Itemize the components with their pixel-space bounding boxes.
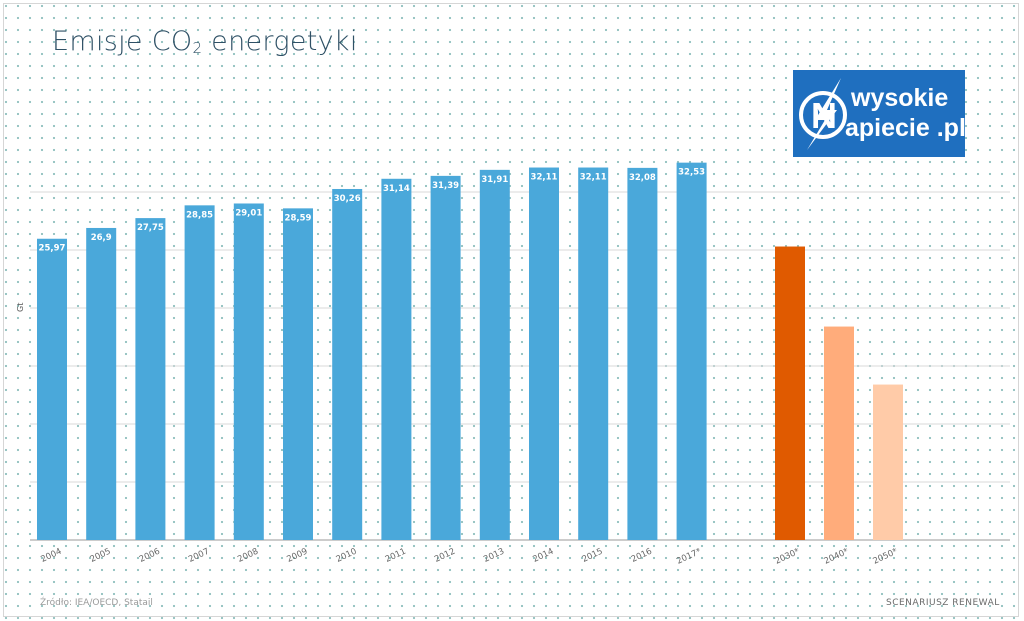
x-tick-label: 2008: [236, 547, 260, 565]
bar-2040: [824, 326, 854, 540]
data-label: 32,53: [678, 168, 705, 178]
bar-2012: [430, 175, 461, 540]
x-tick-label: 2007: [187, 547, 211, 565]
bar-2011: [381, 178, 412, 540]
x-tick-label: 2015: [581, 547, 605, 565]
x-tick-label: 2040*: [823, 547, 851, 567]
data-label: 32,11: [531, 173, 558, 183]
data-label: 28,59: [285, 213, 312, 223]
data-label: 31,91: [481, 175, 508, 185]
bar-2006: [135, 218, 166, 540]
x-tick-label: 2017*: [675, 547, 703, 567]
y-axis-label: Gt: [16, 303, 25, 312]
x-tick-label: 2050*: [872, 547, 900, 567]
x-tick-label: 2004: [39, 547, 63, 565]
bar-2007: [184, 205, 215, 540]
x-tick-label: 2011: [384, 547, 408, 565]
bar-2017: [676, 162, 707, 541]
logo-line2: apiecie .pl: [845, 114, 966, 142]
bar-2004: [37, 238, 67, 541]
data-label: 27,75: [137, 223, 164, 233]
data-label: 31,39: [432, 181, 459, 191]
bar-2005: [86, 227, 117, 540]
data-label: 25,97: [39, 244, 66, 254]
scenario-note: SCENARIUSZ RENEWAL: [886, 598, 1000, 608]
x-tick-label: 2006: [138, 547, 162, 565]
x-tick-label: 2030*: [774, 547, 802, 567]
logo-line1: wysokie: [851, 84, 949, 112]
bar-2050: [873, 384, 903, 540]
x-tick-label: 2012: [433, 547, 457, 565]
data-label: 32,08: [629, 173, 656, 183]
x-tick-label: 2009: [285, 547, 309, 565]
data-label: 32,11: [580, 173, 607, 183]
logo-emblem-icon: N: [799, 78, 847, 150]
x-tick-label: 2016: [630, 547, 654, 565]
bar-2010: [332, 188, 363, 540]
x-tick-label: 2005: [89, 547, 113, 565]
chart-title: Emisje CO2 energetyki: [52, 26, 358, 57]
x-tick-label: 2013: [482, 547, 506, 565]
bar-2016: [627, 167, 658, 540]
wysokienapiecie-logo[interactable]: N wysokie apiecie .pl: [793, 70, 966, 157]
chart-frame: [3, 3, 1019, 617]
source-note: Źródło: IEA/OECD, Statail: [40, 598, 153, 608]
bar-2009: [283, 208, 313, 540]
bar-2008: [233, 203, 264, 540]
data-label: 31,14: [383, 184, 410, 194]
x-tick-label: 2014: [531, 547, 555, 565]
data-label: 28,85: [186, 210, 213, 220]
data-label: 30,26: [334, 194, 361, 204]
x-tick-label: 2010: [335, 547, 359, 565]
data-label: 29,01: [235, 208, 262, 218]
bar-2015: [578, 167, 609, 541]
bar-2013: [479, 169, 510, 540]
bar-2014: [529, 167, 559, 541]
data-label: 26,9: [91, 233, 112, 243]
bar-2030: [775, 246, 805, 540]
